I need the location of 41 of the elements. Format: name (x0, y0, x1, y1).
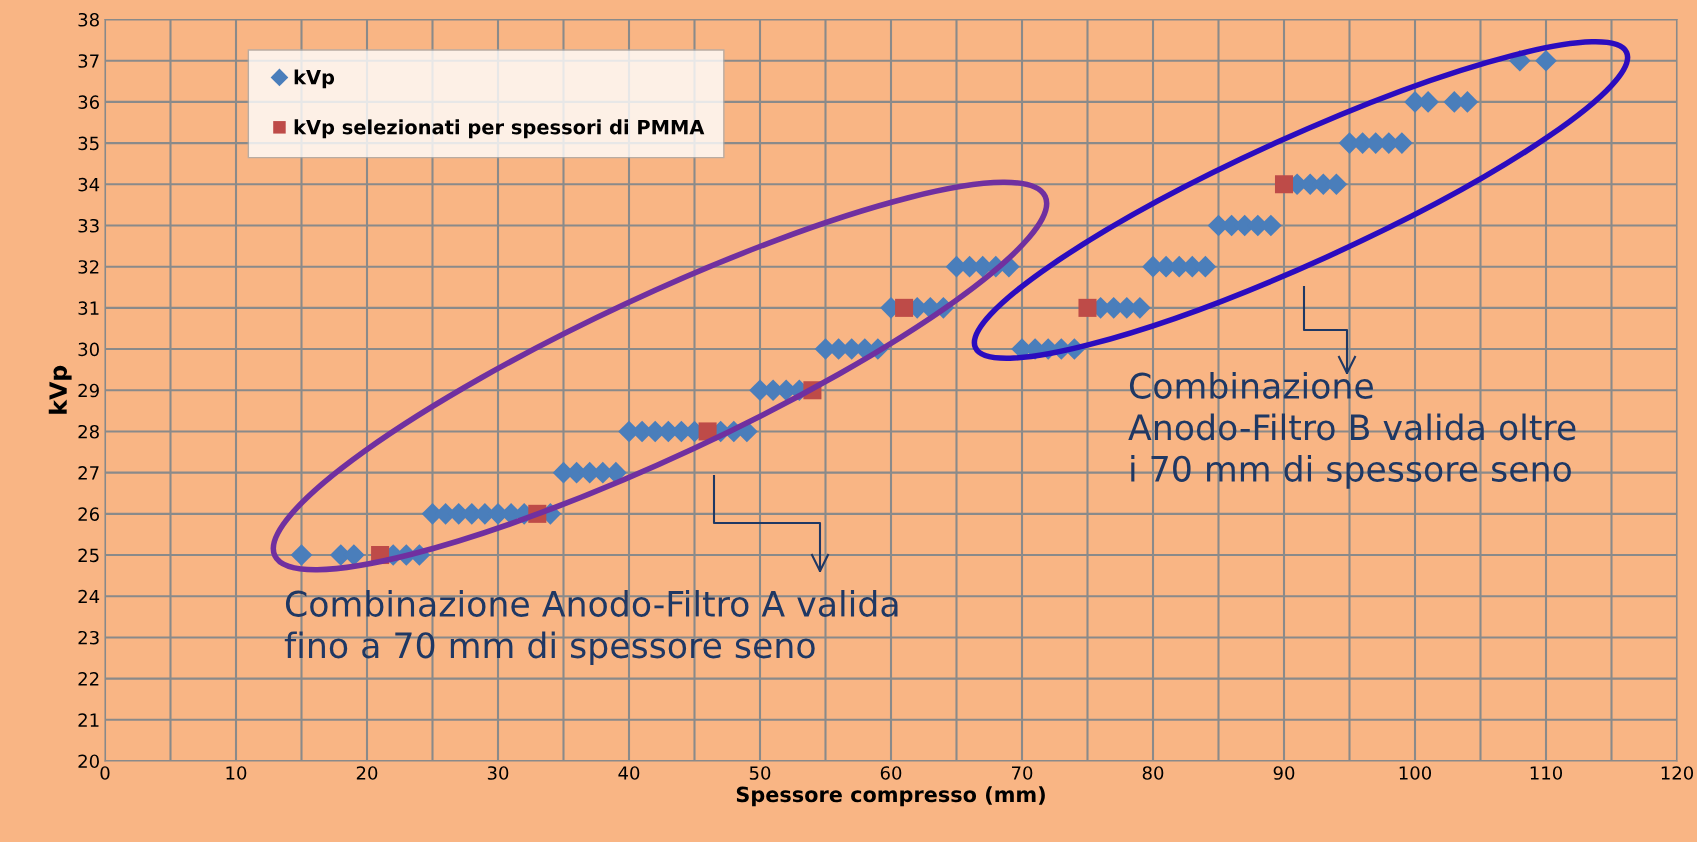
x-tick-label: 30 (487, 766, 509, 780)
x-tick-label: 110 (1530, 766, 1563, 780)
y-tick-label: 26 (78, 507, 99, 521)
y-tick-label: 20 (78, 754, 99, 769)
x-tick-label: 120 (1661, 766, 1694, 780)
y-tick-label: 31 (78, 301, 99, 315)
y-tick-label: 38 (78, 12, 99, 27)
x-tick-label: 50 (749, 766, 771, 780)
y-tick-label: 34 (78, 177, 100, 192)
legend-label: kVp selezionati per spessori di PMMA (294, 119, 705, 139)
x-tick-label: 90 (1273, 766, 1295, 780)
y-tick-label: 27 (78, 466, 99, 480)
y-tick-label: 33 (78, 218, 99, 233)
y-tick-label: 22 (78, 672, 99, 686)
point (895, 298, 914, 317)
x-tick-label: 70 (1011, 766, 1033, 780)
x-tick-label: 80 (1142, 766, 1164, 780)
y-tick-label: 29 (78, 383, 99, 398)
legend-label: kVp (294, 69, 335, 89)
x-tick-label: 0 (100, 766, 110, 780)
x-tick-label: 100 (1399, 766, 1432, 780)
annotation: Combinazione Anodo-Filtro B valida oltre i 70 mm di spessore seno (1128, 372, 1576, 489)
y-tick-label: 35 (78, 136, 99, 151)
x-tick-label: 20 (356, 766, 378, 780)
x-tick-label: 60 (880, 766, 902, 780)
y-axis-title: kVp (48, 365, 72, 414)
y-tick-label: 32 (78, 260, 99, 274)
y-tick-label: 24 (78, 589, 100, 604)
point (1274, 175, 1294, 194)
y-tick-label: 25 (78, 548, 99, 563)
x-axis-title: Spessore compresso (mm) (736, 786, 1045, 807)
y-tick-label: 23 (78, 630, 99, 645)
point (1078, 298, 1097, 317)
x-tick-label: 40 (618, 766, 640, 780)
x-tick-label: 10 (226, 766, 247, 780)
y-tick-label: 21 (78, 713, 99, 727)
y-tick-label: 28 (78, 424, 99, 439)
y-tick-label: 37 (78, 54, 99, 68)
y-tick-label: 30 (78, 342, 99, 357)
annotation: Combinazione Anodo-Filtro A valida fino a 70 mm di spessore seno (284, 590, 898, 666)
y-tick-label: 36 (78, 95, 99, 110)
